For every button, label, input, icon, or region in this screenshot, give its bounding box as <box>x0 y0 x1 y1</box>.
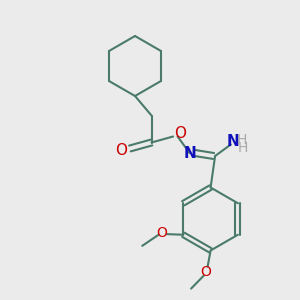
Text: N: N <box>183 146 196 160</box>
Text: N: N <box>227 134 239 149</box>
Text: H: H <box>237 134 247 147</box>
Text: O: O <box>174 126 186 141</box>
Text: O: O <box>201 265 212 279</box>
Text: O: O <box>156 226 167 240</box>
Text: O: O <box>116 142 128 158</box>
Text: H: H <box>238 141 248 154</box>
